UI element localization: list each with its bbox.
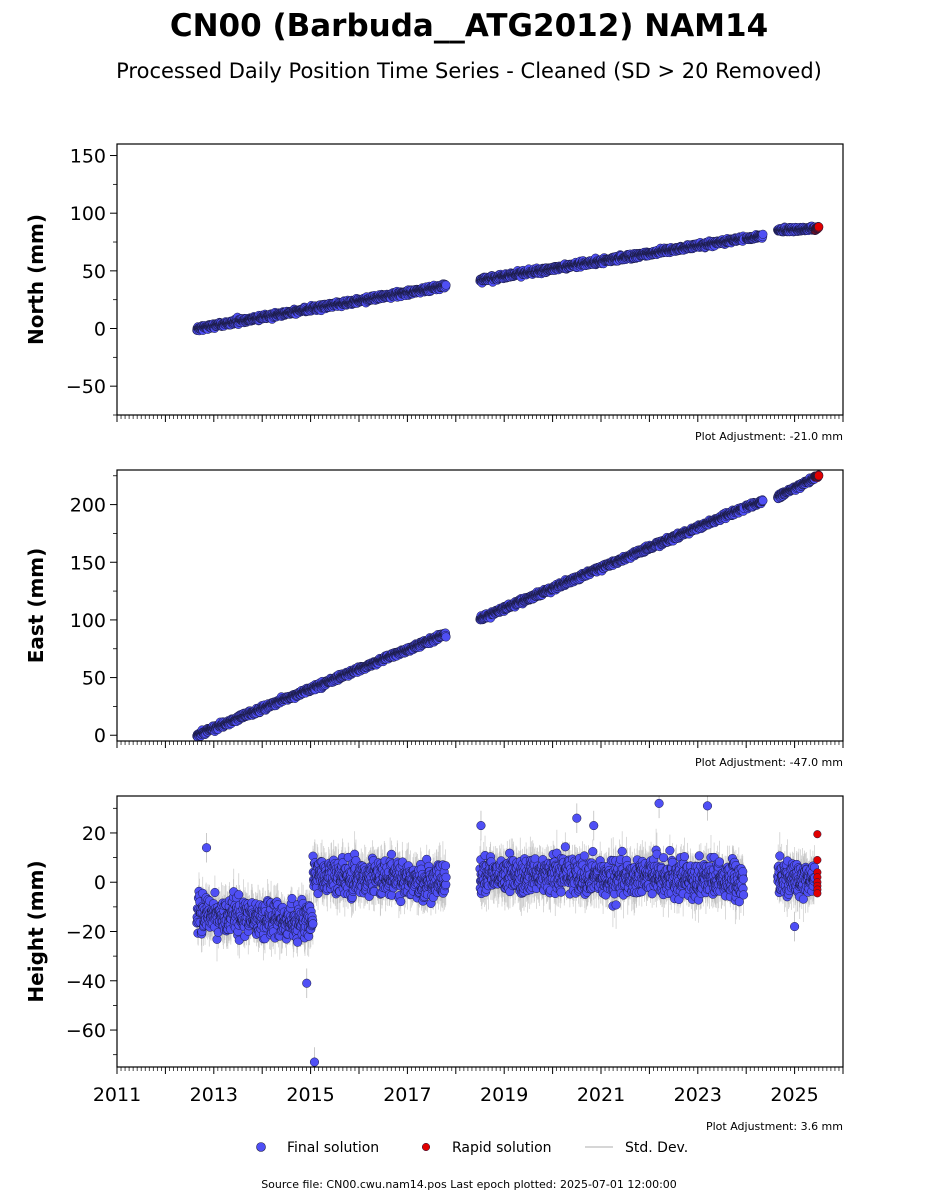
chart-subtitle: Processed Daily Position Time Series - C… — [116, 59, 822, 83]
y-tick-label: 100 — [70, 203, 106, 225]
north-panel: −50 0 50 100 150 North (mm) — [24, 143, 844, 422]
y-tick-label: 50 — [82, 261, 106, 283]
data-points — [192, 221, 824, 336]
y-tick-label: −50 — [66, 376, 106, 398]
chart-title: CN00 (Barbuda__ATG2012) NAM14 — [170, 8, 768, 44]
y-axis-label: North (mm) — [24, 214, 48, 345]
y-tick-label: 0 — [94, 319, 106, 341]
y-axis: −50 0 50 100 150 — [66, 146, 117, 416]
x-axis — [116, 415, 844, 422]
rapid-point — [814, 222, 824, 232]
y-tick-label: 150 — [70, 146, 106, 168]
final-point — [441, 280, 451, 290]
final-point — [758, 229, 768, 239]
